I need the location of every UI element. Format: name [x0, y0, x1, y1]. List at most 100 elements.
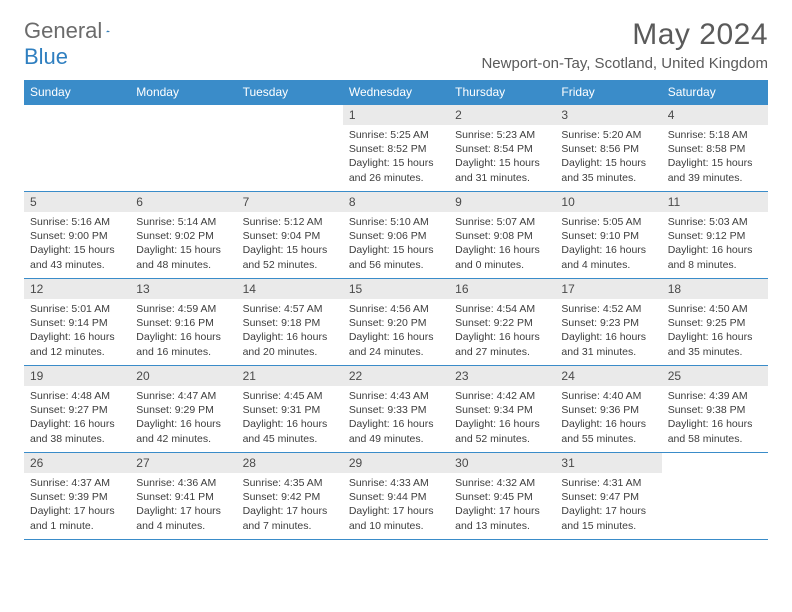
sunset-text: Sunset: 9:00 PM [30, 229, 124, 243]
day-details: Sunrise: 5:05 AMSunset: 9:10 PMDaylight:… [555, 212, 661, 276]
day-details: Sunrise: 4:36 AMSunset: 9:41 PMDaylight:… [130, 473, 236, 537]
day-cell: 24Sunrise: 4:40 AMSunset: 9:36 PMDayligh… [555, 366, 661, 452]
daylight-text: Daylight: 15 hours and 26 minutes. [349, 156, 443, 184]
day-cell: 9Sunrise: 5:07 AMSunset: 9:08 PMDaylight… [449, 192, 555, 278]
day-details: Sunrise: 4:56 AMSunset: 9:20 PMDaylight:… [343, 299, 449, 363]
sunrise-text: Sunrise: 5:10 AM [349, 215, 443, 229]
week-row: 5 Sunrise: 5:16 AMSunset: 9:00 PM Daylight… [24, 191, 768, 278]
daylight-text: Daylight: 17 hours and 15 minutes. [561, 504, 655, 532]
week-row: 26Sunrise: 4:37 AMSunset: 9:39 PMDayligh… [24, 452, 768, 540]
daylight-text: Daylight: 16 hours and 24 minutes. [349, 330, 443, 358]
sunrise-text: Sunrise: 5:20 AM [561, 128, 655, 142]
daylight-text: Daylight: 16 hours and 8 minutes. [668, 243, 762, 271]
logo-text-blue-wrap: Blue [24, 44, 68, 70]
day-cell: 11Sunrise: 5:03 AMSunset: 9:12 PMDayligh… [662, 192, 768, 278]
day-number [237, 105, 343, 111]
sunrise-text: Sunrise: 4:36 AM [136, 476, 230, 490]
day-header-cell: Tuesday [237, 80, 343, 104]
daylight-text: Daylight: 16 hours and 52 minutes. [455, 417, 549, 445]
sunset-text: Sunset: 9:04 PM [243, 229, 337, 243]
day-number: 25 [662, 366, 768, 386]
day-cell: 25Sunrise: 4:39 AMSunset: 9:38 PMDayligh… [662, 366, 768, 452]
day-cell: 3Sunrise: 5:20 AMSunset: 8:56 PMDaylight… [555, 105, 661, 191]
day-details: Sunrise: 5:20 AMSunset: 8:56 PMDaylight:… [555, 125, 661, 189]
day-cell: 21Sunrise: 4:45 AMSunset: 9:31 PMDayligh… [237, 366, 343, 452]
calendar: SundayMondayTuesdayWednesdayThursdayFrid… [24, 80, 768, 540]
sunset-text: Sunset: 9:31 PM [243, 403, 337, 417]
sunrise-text: Sunrise: 5:18 AM [668, 128, 762, 142]
day-cell: 18Sunrise: 4:50 AMSunset: 9:25 PMDayligh… [662, 279, 768, 365]
day-cell: 28Sunrise: 4:35 AMSunset: 9:42 PMDayligh… [237, 453, 343, 539]
day-number: 16 [449, 279, 555, 299]
week-row: 12Sunrise: 5:01 AMSunset: 9:14 PMDayligh… [24, 278, 768, 365]
day-number: 5 [24, 192, 130, 212]
sunset-text: Sunset: 9:36 PM [561, 403, 655, 417]
day-cell: 6Sunrise: 5:14 AMSunset: 9:02 PMDaylight… [130, 192, 236, 278]
daylight-text: Daylight: 17 hours and 10 minutes. [349, 504, 443, 532]
day-cell: 13Sunrise: 4:59 AMSunset: 9:16 PMDayligh… [130, 279, 236, 365]
daylight-text: Daylight: 15 hours and 39 minutes. [668, 156, 762, 184]
location: Newport-on-Tay, Scotland, United Kingdom [481, 55, 768, 72]
sunrise-text: Sunrise: 5:16 AM [30, 215, 124, 229]
day-number: 21 [237, 366, 343, 386]
day-cell: 26Sunrise: 4:37 AMSunset: 9:39 PMDayligh… [24, 453, 130, 539]
week-row: 19Sunrise: 4:48 AMSunset: 9:27 PMDayligh… [24, 365, 768, 452]
day-number: 19 [24, 366, 130, 386]
day-number: 22 [343, 366, 449, 386]
day-details: Sunrise: 4:42 AMSunset: 9:34 PMDaylight:… [449, 386, 555, 450]
daylight-text: Daylight: 17 hours and 1 minute. [30, 504, 124, 532]
daylight-text: Daylight: 16 hours and 31 minutes. [561, 330, 655, 358]
day-cell: 12Sunrise: 5:01 AMSunset: 9:14 PMDayligh… [24, 279, 130, 365]
daylight-text: Daylight: 16 hours and 49 minutes. [349, 417, 443, 445]
sunrise-text: Sunrise: 4:54 AM [455, 302, 549, 316]
sunset-text: Sunset: 9:20 PM [349, 316, 443, 330]
day-number: 4 [662, 105, 768, 125]
daylight-text: Daylight: 17 hours and 13 minutes. [455, 504, 549, 532]
day-details: Sunrise: 4:33 AMSunset: 9:44 PMDaylight:… [343, 473, 449, 537]
sunset-text: Sunset: 9:10 PM [561, 229, 655, 243]
day-cell: 8Sunrise: 5:10 AMSunset: 9:06 PMDaylight… [343, 192, 449, 278]
daylight-text: Daylight: 16 hours and 38 minutes. [30, 417, 124, 445]
day-cell: 31Sunrise: 4:31 AMSunset: 9:47 PMDayligh… [555, 453, 661, 539]
day-number [130, 105, 236, 111]
day-cell [237, 105, 343, 191]
sunset-text: Sunset: 9:29 PM [136, 403, 230, 417]
day-header-cell: Wednesday [343, 80, 449, 104]
daylight-text: Daylight: 16 hours and 20 minutes. [243, 330, 337, 358]
day-details: Sunrise: 5:23 AMSunset: 8:54 PMDaylight:… [449, 125, 555, 189]
sunset-text: Sunset: 8:58 PM [668, 142, 762, 156]
daylight-text: Daylight: 16 hours and 12 minutes. [30, 330, 124, 358]
sunrise-text: Sunrise: 4:42 AM [455, 389, 549, 403]
logo-triangle-icon [106, 24, 110, 38]
month-title: May 2024 [481, 18, 768, 52]
day-number [662, 453, 768, 459]
day-details: Sunrise: 5:14 AMSunset: 9:02 PMDaylight:… [130, 212, 236, 276]
sunrise-text: Sunrise: 5:05 AM [561, 215, 655, 229]
daylight-text: Daylight: 16 hours and 4 minutes. [561, 243, 655, 271]
sunrise-text: Sunrise: 4:48 AM [30, 389, 124, 403]
daylight-text: Daylight: 15 hours and 35 minutes. [561, 156, 655, 184]
day-cell: 5Sunrise: 5:16 AMSunset: 9:00 PMDaylight… [24, 192, 130, 278]
daylight-text: Daylight: 16 hours and 42 minutes. [136, 417, 230, 445]
day-details: Sunrise: 4:39 AMSunset: 9:38 PMDaylight:… [662, 386, 768, 450]
day-number: 20 [130, 366, 236, 386]
sunrise-text: Sunrise: 4:57 AM [243, 302, 337, 316]
day-details: Sunrise: 4:59 AMSunset: 9:16 PMDaylight:… [130, 299, 236, 363]
day-number: 15 [343, 279, 449, 299]
logo-text-blue: Blue [24, 44, 68, 69]
day-number: 2 [449, 105, 555, 125]
daylight-text: Daylight: 15 hours and 52 minutes. [243, 243, 337, 271]
sunrise-text: Sunrise: 5:01 AM [30, 302, 124, 316]
sunset-text: Sunset: 9:45 PM [455, 490, 549, 504]
daylight-text: Daylight: 16 hours and 58 minutes. [668, 417, 762, 445]
day-details: Sunrise: 5:18 AMSunset: 8:58 PMDaylight:… [662, 125, 768, 189]
daylight-text: Daylight: 16 hours and 55 minutes. [561, 417, 655, 445]
day-details: Sunrise: 5:12 AMSunset: 9:04 PMDaylight:… [237, 212, 343, 276]
sunrise-text: Sunrise: 4:45 AM [243, 389, 337, 403]
day-cell: 10Sunrise: 5:05 AMSunset: 9:10 PMDayligh… [555, 192, 661, 278]
day-number: 27 [130, 453, 236, 473]
day-cell: 7Sunrise: 5:12 AMSunset: 9:04 PMDaylight… [237, 192, 343, 278]
day-number: 26 [24, 453, 130, 473]
day-number: 11 [662, 192, 768, 212]
day-details: Sunrise: 5:01 AMSunset: 9:14 PMDaylight:… [24, 299, 130, 363]
